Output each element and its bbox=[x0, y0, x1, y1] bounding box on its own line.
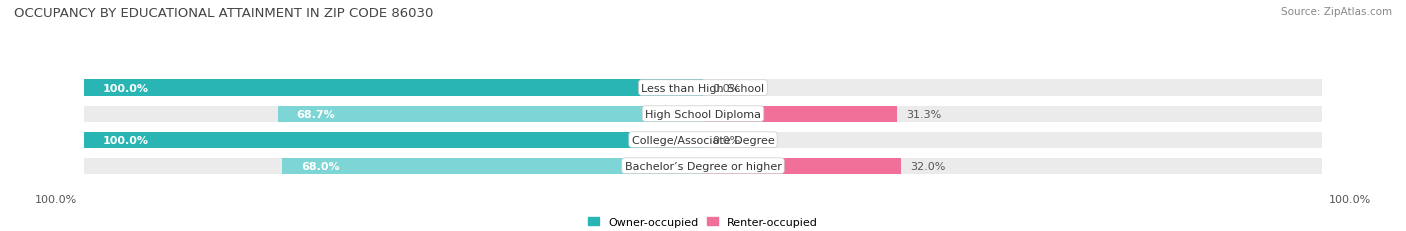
Bar bbox=[703, 132, 1322, 148]
Bar bbox=[703, 158, 1322, 174]
Text: High School Diploma: High School Diploma bbox=[645, 109, 761, 119]
Text: 68.0%: 68.0% bbox=[301, 161, 339, 171]
Text: Source: ZipAtlas.com: Source: ZipAtlas.com bbox=[1281, 7, 1392, 17]
Bar bbox=[84, 132, 703, 148]
Text: 100.0%: 100.0% bbox=[35, 194, 77, 204]
Bar bbox=[283, 158, 703, 174]
Bar bbox=[703, 106, 1322, 122]
Text: Bachelor’s Degree or higher: Bachelor’s Degree or higher bbox=[624, 161, 782, 171]
Text: College/Associate Degree: College/Associate Degree bbox=[631, 135, 775, 145]
Text: 0.0%: 0.0% bbox=[713, 135, 741, 145]
Bar bbox=[84, 132, 703, 148]
Text: OCCUPANCY BY EDUCATIONAL ATTAINMENT IN ZIP CODE 86030: OCCUPANCY BY EDUCATIONAL ATTAINMENT IN Z… bbox=[14, 7, 433, 20]
Bar bbox=[84, 106, 703, 122]
Bar bbox=[84, 80, 703, 96]
Text: 100.0%: 100.0% bbox=[1329, 194, 1371, 204]
Bar bbox=[703, 158, 901, 174]
Text: Less than High School: Less than High School bbox=[641, 83, 765, 93]
Text: 31.3%: 31.3% bbox=[905, 109, 941, 119]
Text: 100.0%: 100.0% bbox=[103, 83, 149, 93]
Text: 0.0%: 0.0% bbox=[713, 83, 741, 93]
Text: 32.0%: 32.0% bbox=[910, 161, 946, 171]
Bar bbox=[278, 106, 703, 122]
Text: 68.7%: 68.7% bbox=[297, 109, 335, 119]
Text: 100.0%: 100.0% bbox=[103, 135, 149, 145]
Bar bbox=[84, 158, 703, 174]
Legend: Owner-occupied, Renter-occupied: Owner-occupied, Renter-occupied bbox=[583, 212, 823, 231]
Bar bbox=[703, 106, 897, 122]
Bar bbox=[84, 80, 703, 96]
Bar bbox=[703, 80, 1322, 96]
